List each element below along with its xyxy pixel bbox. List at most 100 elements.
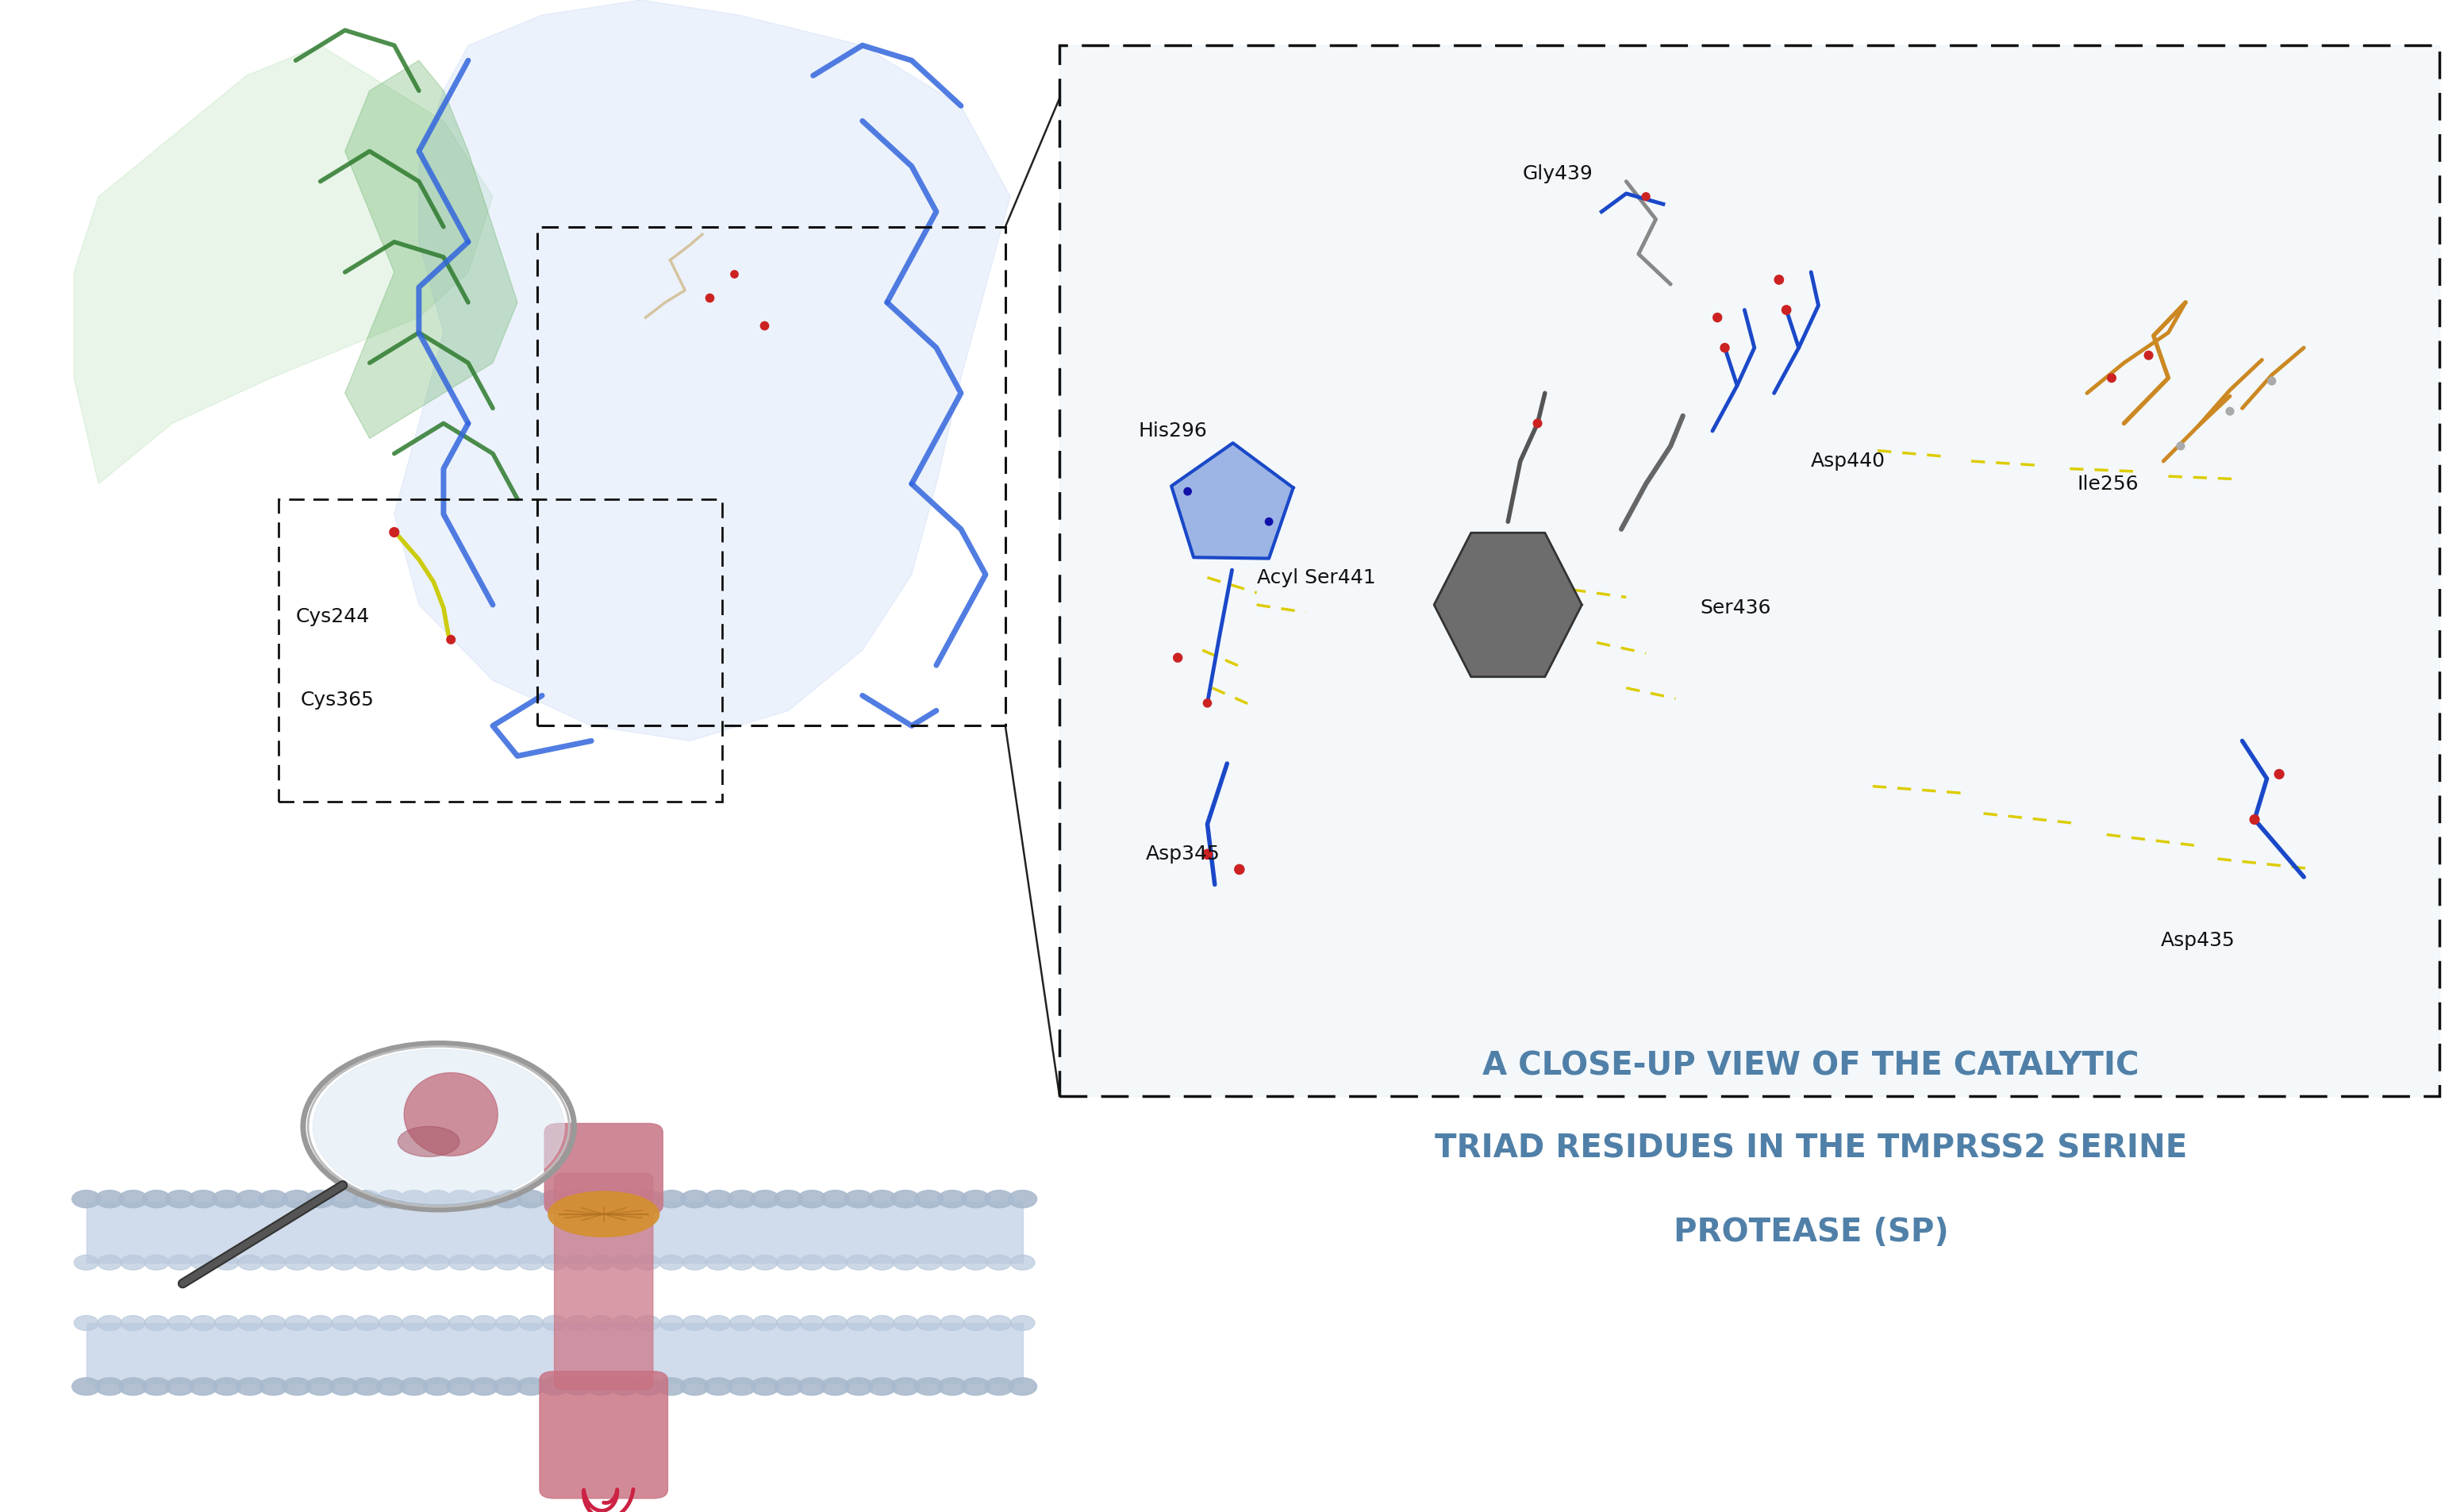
Circle shape <box>540 1190 569 1208</box>
Circle shape <box>493 1190 522 1208</box>
Circle shape <box>586 1190 616 1208</box>
Circle shape <box>212 1377 241 1396</box>
Text: Acyl Ser441: Acyl Ser441 <box>1257 569 1375 587</box>
Circle shape <box>636 1255 660 1270</box>
Circle shape <box>633 1190 663 1208</box>
Circle shape <box>283 1190 310 1208</box>
Ellipse shape <box>404 1074 498 1155</box>
Circle shape <box>540 1377 569 1396</box>
Text: Asp440: Asp440 <box>1811 452 1885 470</box>
Circle shape <box>894 1315 917 1331</box>
Point <box>690 286 729 310</box>
FancyBboxPatch shape <box>545 1123 663 1214</box>
Circle shape <box>308 1315 333 1331</box>
Circle shape <box>821 1190 850 1208</box>
Circle shape <box>754 1315 776 1331</box>
Circle shape <box>426 1315 448 1331</box>
Circle shape <box>705 1190 732 1208</box>
Circle shape <box>493 1377 522 1396</box>
FancyBboxPatch shape <box>554 1173 653 1390</box>
Circle shape <box>259 1377 288 1396</box>
Circle shape <box>259 1190 288 1208</box>
Point <box>2161 434 2200 458</box>
Point <box>1698 305 1737 330</box>
Circle shape <box>658 1190 685 1208</box>
Text: Gly439: Gly439 <box>1523 165 1594 183</box>
Circle shape <box>776 1315 801 1331</box>
Circle shape <box>446 1190 476 1208</box>
Point <box>2235 807 2274 832</box>
Circle shape <box>190 1190 217 1208</box>
Circle shape <box>752 1377 779 1396</box>
Circle shape <box>611 1377 638 1396</box>
Circle shape <box>239 1255 261 1270</box>
Circle shape <box>867 1377 897 1396</box>
Circle shape <box>96 1190 123 1208</box>
Circle shape <box>917 1255 941 1270</box>
Circle shape <box>707 1255 729 1270</box>
Circle shape <box>379 1255 402 1270</box>
Point <box>1705 336 1745 360</box>
Circle shape <box>848 1255 870 1270</box>
Circle shape <box>520 1315 542 1331</box>
Circle shape <box>776 1255 801 1270</box>
Circle shape <box>306 1190 335 1208</box>
Circle shape <box>145 1315 168 1331</box>
Circle shape <box>96 1377 123 1396</box>
Circle shape <box>145 1255 168 1270</box>
Polygon shape <box>1434 532 1582 677</box>
Circle shape <box>774 1377 803 1396</box>
Circle shape <box>333 1315 355 1331</box>
Point <box>1759 268 1799 292</box>
Circle shape <box>963 1255 988 1270</box>
Circle shape <box>168 1255 192 1270</box>
Circle shape <box>542 1255 567 1270</box>
Circle shape <box>446 1377 476 1396</box>
Point <box>1626 184 1666 209</box>
Point <box>744 313 784 337</box>
Circle shape <box>961 1190 991 1208</box>
Circle shape <box>683 1255 707 1270</box>
Circle shape <box>1010 1315 1035 1331</box>
Circle shape <box>823 1255 848 1270</box>
Circle shape <box>589 1315 614 1331</box>
Circle shape <box>495 1255 520 1270</box>
Circle shape <box>424 1190 451 1208</box>
Circle shape <box>192 1315 214 1331</box>
Circle shape <box>660 1255 683 1270</box>
Circle shape <box>520 1255 542 1270</box>
Circle shape <box>71 1190 101 1208</box>
Circle shape <box>261 1255 286 1270</box>
Circle shape <box>308 1255 333 1270</box>
Circle shape <box>564 1190 591 1208</box>
Circle shape <box>798 1377 825 1396</box>
Circle shape <box>71 1377 101 1396</box>
Circle shape <box>727 1377 756 1396</box>
Point <box>1188 691 1227 715</box>
Point <box>1220 857 1259 881</box>
Point <box>431 627 471 652</box>
Circle shape <box>74 1255 99 1270</box>
Circle shape <box>473 1255 495 1270</box>
Text: PROTEASE (SP): PROTEASE (SP) <box>1673 1217 1949 1247</box>
Circle shape <box>939 1190 966 1208</box>
Circle shape <box>705 1377 732 1396</box>
Circle shape <box>801 1255 823 1270</box>
Circle shape <box>988 1315 1010 1331</box>
Circle shape <box>917 1315 941 1331</box>
Circle shape <box>402 1255 426 1270</box>
Point <box>1168 479 1207 503</box>
Ellipse shape <box>549 1191 660 1237</box>
Bar <box>1060 45 2439 1096</box>
Point <box>2129 343 2168 367</box>
Circle shape <box>168 1315 192 1331</box>
Circle shape <box>586 1377 616 1396</box>
Circle shape <box>377 1190 404 1208</box>
Circle shape <box>961 1377 991 1396</box>
Point <box>1158 646 1198 670</box>
Circle shape <box>471 1377 498 1396</box>
Circle shape <box>988 1255 1010 1270</box>
Circle shape <box>752 1190 779 1208</box>
Circle shape <box>801 1315 823 1331</box>
Circle shape <box>892 1190 919 1208</box>
